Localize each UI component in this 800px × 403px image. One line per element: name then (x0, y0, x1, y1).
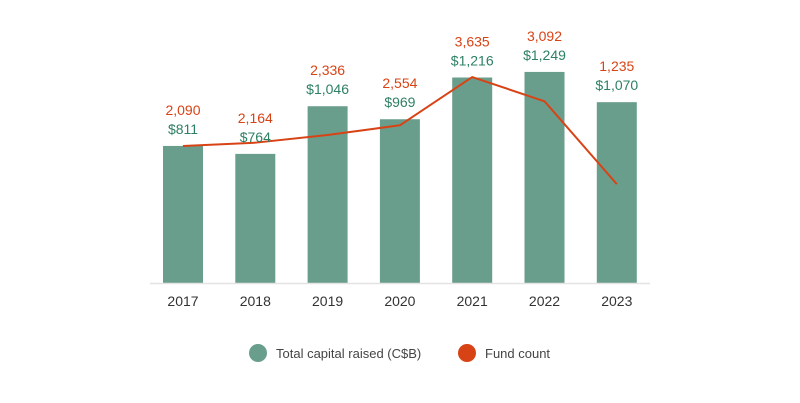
x-tick-2022: 2022 (529, 293, 560, 309)
x-axis-ticks: 2017 2018 2019 2020 2021 2022 2023 (167, 293, 632, 309)
fund-count-label-2021: 3,635 (455, 33, 490, 49)
fund-count-label-2020: 2,554 (382, 75, 417, 91)
fund-count-label-2017: 2,090 (165, 102, 200, 118)
x-tick-2021: 2021 (457, 293, 488, 309)
legend-swatch-fund-count (458, 344, 476, 362)
fund-count-label-2023: 1,235 (599, 58, 634, 74)
x-tick-2017: 2017 (167, 293, 198, 309)
x-tick-2018: 2018 (240, 293, 271, 309)
fund-count-polyline (182, 76, 618, 185)
fund-count-label-2022: 3,092 (527, 28, 562, 44)
capital-label-2019: $1,046 (306, 81, 349, 97)
x-tick-2023: 2023 (601, 293, 632, 309)
data-labels: $811 2,090 $764 2,164 $1,046 2,336 $969 2,554 $1… (165, 28, 638, 145)
capital-label-2022: $1,249 (523, 47, 566, 63)
legend-label-fund-count: Fund count (485, 346, 550, 361)
capital-label-2020: $969 (384, 94, 415, 110)
x-tick-2019: 2019 (312, 293, 343, 309)
legend: Total capital raised (C$B) Fund count (249, 344, 550, 362)
capital-label-2021: $1,216 (451, 52, 494, 68)
legend-label-capital: Total capital raised (C$B) (276, 346, 421, 361)
bar-2021 (452, 77, 493, 283)
fund-count-label-2018: 2,164 (238, 110, 273, 126)
capital-label-2017: $811 (168, 121, 198, 137)
fund-count-line (182, 76, 618, 185)
capital-label-2018: $764 (240, 129, 271, 145)
bar-2023 (596, 102, 637, 283)
bar-2020 (379, 119, 420, 283)
capital-label-2023: $1,070 (595, 77, 638, 93)
x-tick-2020: 2020 (384, 293, 415, 309)
legend-swatch-capital (249, 344, 267, 362)
bars (163, 71, 637, 283)
bar-2018 (235, 153, 276, 283)
bar-2017 (163, 145, 203, 283)
fund-count-label-2019: 2,336 (310, 62, 345, 78)
bar-2022 (524, 71, 565, 283)
